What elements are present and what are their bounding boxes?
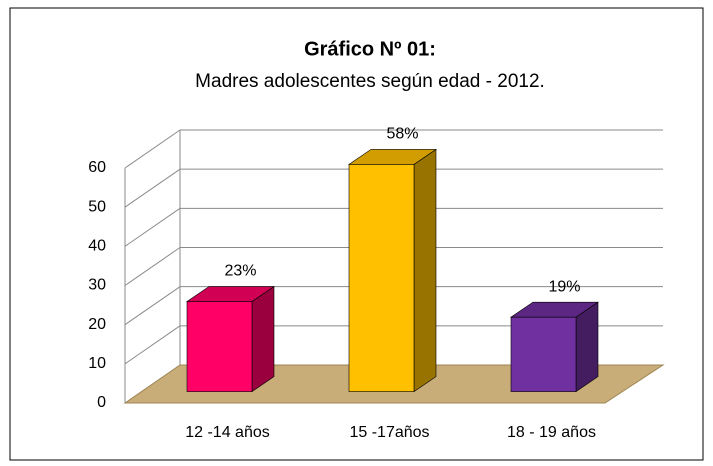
grid-line (124, 129, 181, 169)
bar-side (413, 148, 437, 393)
grid-line (124, 168, 181, 208)
grid-line (124, 286, 181, 326)
bar (510, 316, 577, 392)
value-label: 19% (548, 278, 580, 295)
grid-line (124, 207, 181, 247)
value-label: 58% (386, 126, 418, 143)
grid-line (124, 325, 181, 365)
y-tick-label: 40 (88, 238, 106, 255)
x-tick-label: 18 - 19 años (507, 424, 596, 441)
y-tick-label: 20 (88, 316, 106, 333)
chart-title: Gráfico Nº 01: (304, 38, 436, 60)
y-tick-label: 30 (88, 277, 106, 294)
x-tick-label: 15 -17años (349, 424, 429, 441)
x-tick-label: 12 -14 años (185, 424, 270, 441)
grid-line (124, 247, 181, 286)
y-tick-label: 60 (88, 159, 106, 176)
chart-subtitle: Madres adolescentes según edad - 2012. (195, 71, 545, 92)
y-tick-label: 0 (97, 394, 106, 411)
y-tick-label: 50 (88, 198, 106, 215)
y-tick-label: 10 (88, 355, 106, 372)
value-label: 23% (224, 263, 256, 280)
bar-side (575, 301, 599, 393)
bar (186, 301, 253, 392)
bar (348, 164, 415, 392)
bar-side (251, 285, 275, 393)
